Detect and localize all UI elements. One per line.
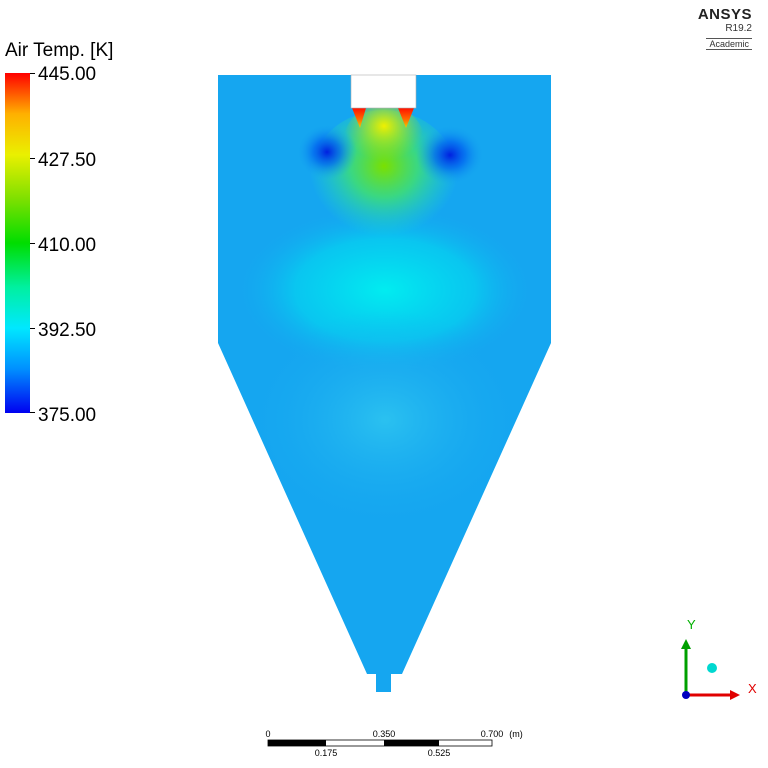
domain-field [218,75,551,692]
scale-unit: (m) [509,729,523,739]
inlet-gap [350,74,417,109]
z-axis-dot [682,691,690,699]
legend-title: Air Temp. [K] [5,40,114,61]
tick-mark [30,158,35,159]
color-scale-bar [5,73,30,413]
logo-edition: Academic [706,38,752,50]
y-axis-label: Y [687,617,696,632]
logo-version: R19.2 [725,23,752,34]
nozzle-hotspot-left [352,108,366,128]
scale-label: 0.700 [480,729,504,739]
tick-mark [30,412,35,413]
legend-tick-label: 392.50 [38,320,97,341]
scale-label: 0.525 [427,748,451,758]
scale-label: 0.350 [372,729,396,739]
tick-mark [30,73,35,74]
logo-name: ANSYS [697,6,752,23]
x-axis-label: X [748,681,757,696]
tick-mark [30,243,35,244]
scale-label: 0.175 [314,748,338,758]
legend-tick-label: 427.50 [38,150,97,171]
scale-bar-graphic [267,739,493,747]
scale-label: 0 [265,729,271,739]
nozzle-hotspot-right [398,108,414,128]
legend-tick-label: 410.00 [38,235,97,256]
tick-mark [30,328,35,329]
axis-triad: Y X [660,615,760,715]
legend-tick-label: 445.00 [38,64,97,85]
ansys-logo: ANSYS R19.2 Academic [672,6,752,52]
legend-tick-label: 375.00 [38,405,97,426]
scale-bar: 0 0.350 0.700 (m) 0.175 0.525 [260,726,530,766]
triad-sphere [707,663,717,673]
